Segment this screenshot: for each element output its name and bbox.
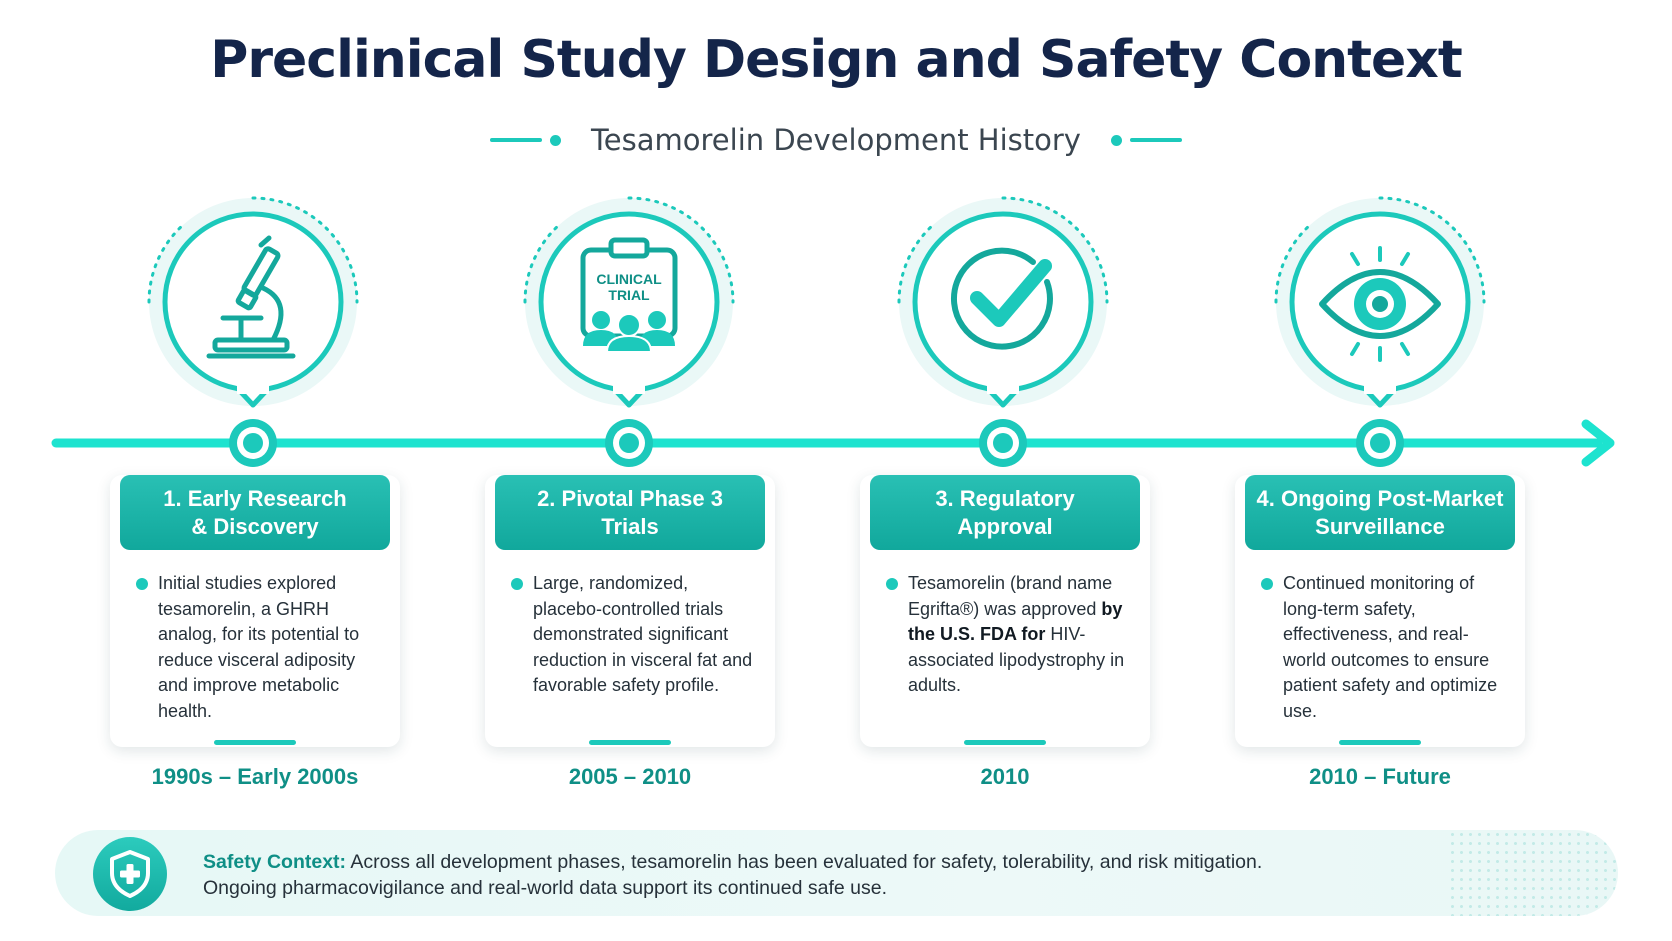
milestone-1-bubble: [147, 196, 359, 408]
timeline-node-4: [1356, 419, 1404, 467]
timeline-node-2: [605, 419, 653, 467]
card-accent-bar: [589, 740, 671, 745]
milestone-4-date: 2010 – Future: [1309, 764, 1451, 789]
clinical-trial-label-2: TRIAL: [608, 287, 650, 303]
safety-context-line-2: Ongoing pharmacovigilance and real-world…: [203, 877, 887, 899]
bullet-dot: [886, 578, 898, 590]
milestone-4-title: 4. Ongoing Post-Market Surveillance: [1245, 475, 1515, 550]
milestone-2-description: Large, randomized, placebo-controlled tr…: [511, 571, 759, 699]
bullet-dot: [136, 578, 148, 590]
milestone-3-bubble: [897, 196, 1109, 408]
milestone-3-description: Tesamorelin (brand name Egrifta®) was ap…: [886, 571, 1134, 699]
milestone-1-card: 1. Early Research & Discovery Initial stu…: [110, 475, 400, 747]
card-accent-bar: [964, 740, 1046, 745]
safety-context-line-1: Across all development phases, tesamorel…: [346, 851, 1263, 873]
card-accent-bar: [1339, 740, 1421, 745]
milestone-4-description: Continued monitoring of long-term safety…: [1261, 571, 1509, 724]
page-title: Preclinical Study Design and Safety Cont…: [210, 30, 1462, 90]
microscope-icon: [206, 235, 296, 359]
milestone-3-date: 2010: [980, 764, 1030, 789]
eye-icon: [1319, 246, 1441, 362]
milestone-2-bubble: CLINICAL TRIAL: [523, 196, 735, 408]
subtitle-row: Tesamorelin Development History: [0, 118, 1672, 162]
subtitle: Tesamorelin Development History: [591, 123, 1081, 157]
milestone-4-bubble: [1274, 196, 1486, 408]
milestone-1-title: 1. Early Research & Discovery: [120, 475, 390, 550]
dot-pattern: [1448, 830, 1618, 916]
card-accent-bar: [214, 740, 296, 745]
checkmark-icon: [950, 247, 1053, 350]
milestone-3-title: 3. Regulatory Approval: [870, 475, 1140, 550]
milestone-2-card: 2. Pivotal Phase 3 Trials Large, randomiz…: [485, 475, 775, 747]
milestone-3-card: 3. Regulatory Approval Tesamorelin (brand…: [860, 475, 1150, 747]
milestone-1-date: 1990s – Early 2000s: [151, 764, 359, 789]
safety-context-text: Safety Context: Across all development p…: [203, 849, 1418, 901]
safety-context-lead: Safety Context:: [203, 851, 347, 873]
subtitle-right-decoration: [1110, 134, 1182, 146]
clinical-trial-icon: CLINICAL TRIAL: [580, 237, 678, 353]
safety-context-banner: Safety Context: Across all development p…: [55, 830, 1618, 916]
bullet-dot: [1261, 578, 1273, 590]
shield-plus-icon: [93, 837, 167, 911]
milestone-2-title: 2. Pivotal Phase 3 Trials: [495, 475, 765, 550]
milestone-2-date: 2005 – 2010: [568, 764, 692, 789]
milestone-4-card: 4. Ongoing Post-Market Surveillance Conti…: [1235, 475, 1525, 747]
timeline-node-3: [979, 419, 1027, 467]
timeline-node-1: [229, 419, 277, 467]
bullet-dot: [511, 578, 523, 590]
subtitle-left-decoration: [490, 134, 562, 146]
timeline-arrowhead: [1581, 419, 1615, 467]
clinical-trial-label-1: CLINICAL: [596, 271, 662, 287]
milestone-1-description: Initial studies explored tesamorelin, a …: [136, 571, 384, 724]
